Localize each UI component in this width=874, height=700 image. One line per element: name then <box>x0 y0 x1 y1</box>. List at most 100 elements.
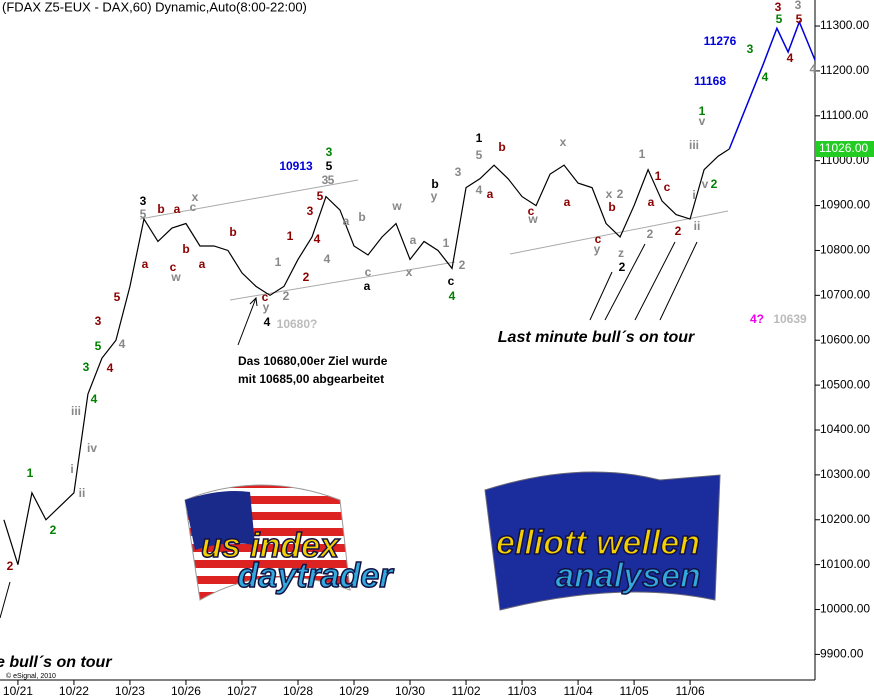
wave-label: 4 <box>810 62 817 76</box>
x-tick-label: 10/30 <box>395 684 425 698</box>
arrows <box>0 241 698 619</box>
x-tick-label: 11/02 <box>451 684 480 698</box>
wave-label: 4 <box>91 392 98 406</box>
wave-label: 4? <box>750 312 764 326</box>
y-tick-label: 10800.00 <box>820 243 870 257</box>
y-tick-label: 10500.00 <box>820 377 870 391</box>
wave-label: 4 <box>324 252 331 266</box>
wave-label: c <box>664 180 671 194</box>
wave-label: z <box>618 246 624 260</box>
wave-label: x <box>192 190 199 204</box>
wave-label: 4 <box>476 183 483 197</box>
wave-label: iii <box>689 138 699 152</box>
wave-label: 4 <box>449 289 456 303</box>
wave-label: 4 <box>107 361 114 375</box>
wave-label: w <box>527 212 538 226</box>
y-tick-label: 10600.00 <box>820 332 870 346</box>
wave-label: a <box>142 257 149 271</box>
wave-label: 5 <box>776 12 783 26</box>
wave-label: iv <box>87 441 97 455</box>
note: Das 10680,00er Ziel wurde <box>238 354 388 368</box>
price-line <box>728 19 816 150</box>
y-tick-label: 10900.00 <box>820 198 870 212</box>
wave-label: 1 <box>287 229 294 243</box>
wave-label: 5 <box>796 12 803 26</box>
wave-label: 1 <box>655 169 662 183</box>
wave-label: w <box>391 199 402 213</box>
wave-label: 2 <box>303 270 310 284</box>
y-tick-label: 11100.00 <box>820 108 869 122</box>
x-tick-label: 11/05 <box>620 684 649 698</box>
wave-label: c <box>190 200 197 214</box>
wave-label: b <box>498 140 505 154</box>
wave-label: b <box>229 225 236 239</box>
wave-label: y <box>431 189 438 203</box>
wave-label: b <box>358 210 365 224</box>
wave-label: b <box>431 177 438 191</box>
wave-label: a <box>199 257 206 271</box>
logo-text: analysen <box>555 557 701 595</box>
copyright: © eSignal, 2010 <box>6 672 56 680</box>
logo-us <box>184 484 351 601</box>
wave-label: 3 <box>307 204 314 218</box>
wave-label: 2 <box>283 289 290 303</box>
note: Last minute bull´s on tour <box>498 329 695 346</box>
wave-label: 3 <box>326 145 333 159</box>
wave-label: 5 <box>114 290 121 304</box>
wave-label: ii <box>694 219 701 233</box>
last-price-label: 11026.00 <box>819 141 868 155</box>
wave-label: b <box>157 202 164 216</box>
wave-label: a <box>564 195 571 209</box>
wave-label: a <box>174 202 181 216</box>
logo-text: daytrader <box>238 557 395 595</box>
wave-label: c <box>595 232 602 246</box>
wave-label: c <box>170 260 177 274</box>
y-tick-label: 10200.00 <box>820 512 870 526</box>
wave-label: a <box>648 195 655 209</box>
x-tick-label: 10/23 <box>115 684 145 698</box>
wave-label: 3 <box>747 42 754 56</box>
wave-label: v <box>699 114 706 128</box>
logo-text: us index <box>201 527 341 565</box>
x-tick-label: 10/21 <box>3 684 33 698</box>
wave-label: a <box>364 279 371 293</box>
wave-label: 11276 <box>704 34 737 48</box>
x-tick-label: 11/06 <box>676 684 705 698</box>
wave-label: x <box>606 187 613 201</box>
wave-label: 1 <box>639 147 646 161</box>
wave-label: c <box>528 204 535 218</box>
wave-label: 3 <box>83 360 90 374</box>
wave-label: 3 <box>140 194 147 208</box>
logo-eu <box>484 471 721 611</box>
wave-label: a <box>410 233 417 247</box>
wave-label: a <box>343 214 350 228</box>
wave-label: ii <box>79 486 86 500</box>
wave-label: 11168 <box>694 74 726 88</box>
wave-label: 10913 <box>279 159 313 173</box>
wave-label: 1 <box>275 255 282 269</box>
wave-label: 10680? <box>277 317 318 331</box>
y-tick-label: 10400.00 <box>820 422 870 436</box>
wave-label: 4 <box>762 70 769 84</box>
wave-label: 4 <box>787 51 794 65</box>
wave-label: y <box>594 242 601 256</box>
wave-label: 3 <box>795 0 802 12</box>
wave-label: c <box>365 265 372 279</box>
note: mit 10685,00 abgearbeitet <box>238 372 384 386</box>
wave-label: 5 <box>317 189 324 203</box>
wave-label: 4 <box>264 315 271 329</box>
wave-label: iii <box>71 404 81 418</box>
wave-label: 2 <box>50 523 57 537</box>
x-tick-label: 11/03 <box>507 684 536 698</box>
wave-label: i <box>70 462 73 476</box>
wave-label: 4 <box>119 337 126 351</box>
wave-label: i <box>692 188 695 202</box>
wave-label: w <box>170 270 181 284</box>
wave-label: 1 <box>476 131 483 145</box>
y-tick-label: 11300.00 <box>820 18 869 32</box>
chart-title: (FDAX Z5-EUX - DAX,60) Dynamic,Auto(8:00… <box>2 0 307 14</box>
x-tick-label: 10/27 <box>227 684 257 698</box>
wave-label: 3 <box>322 173 329 187</box>
y-tick-label: 10000.00 <box>820 602 870 616</box>
